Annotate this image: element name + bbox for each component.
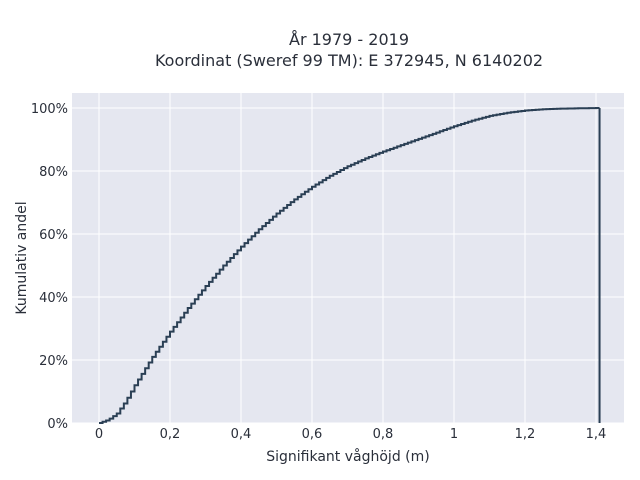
x-axis-ticks: 0 0,2 0,4 0,6 0,8 1 1,2 1,4 bbox=[95, 427, 606, 442]
x-tick-label: 0,4 bbox=[231, 427, 252, 442]
series-line-cumulative bbox=[99, 107, 601, 424]
y-tick-label: 100% bbox=[31, 102, 68, 117]
plot-area bbox=[72, 93, 624, 423]
y-tick-label: 40% bbox=[39, 291, 68, 306]
x-tick-label: 1,2 bbox=[515, 427, 536, 442]
x-tick-label: 1,4 bbox=[586, 427, 607, 442]
x-tick-label: 0,6 bbox=[302, 427, 323, 442]
chart-title-line-1: År 1979 - 2019 bbox=[289, 30, 409, 49]
y-tick-label: 60% bbox=[39, 228, 68, 243]
y-tick-label: 20% bbox=[39, 354, 68, 369]
y-axis-title: Kumulativ andel bbox=[14, 201, 30, 314]
chart-title-line-2: Koordinat (Sweref 99 TM): E 372945, N 61… bbox=[155, 51, 543, 70]
x-tick-label: 0 bbox=[95, 427, 103, 442]
y-tick-label: 0% bbox=[47, 417, 68, 432]
x-tick-label: 1 bbox=[450, 427, 458, 442]
grid-lines bbox=[72, 93, 624, 424]
y-tick-label: 80% bbox=[39, 165, 68, 180]
x-tick-label: 0,2 bbox=[160, 427, 181, 442]
x-axis-title: Signifikant våghöjd (m) bbox=[266, 448, 429, 465]
y-axis-ticks: 0% 20% 40% 60% 80% 100% bbox=[31, 102, 68, 432]
x-tick-label: 0,8 bbox=[373, 427, 394, 442]
